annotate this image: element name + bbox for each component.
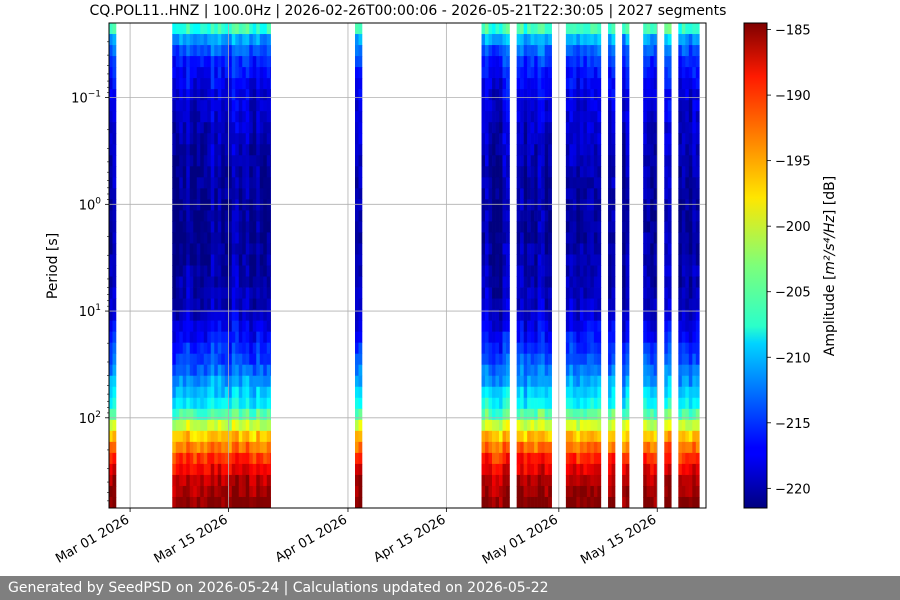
data-interval-8 [643,23,658,508]
colorbar-ticks: −185 −190 −195 −200 −205 −210 −215 −220 [767,24,811,497]
footer-bar: Generated by SeedPSD on 2026-05-24 | Cal… [0,576,900,600]
y-axis-label: Period [s] [45,233,61,299]
colorbar-tick-label-4: −205 [775,286,811,301]
footer-text: Generated by SeedPSD on 2026-05-24 | Cal… [8,580,549,596]
y-tick-label-2: 101 [79,303,101,320]
colorbar-gradient [743,22,768,509]
data-interval-3 [481,23,510,508]
data-interval-6 [608,23,616,508]
grid-lines [109,23,706,508]
x-tick-label-2: Apr 01 2026 [273,512,350,565]
data-interval-5 [565,23,602,508]
data-interval-7 [622,23,630,508]
colorbar-tick-label-2: −195 [775,155,811,170]
y-tick-label-1: 100 [79,196,102,213]
colorbar-tick-label-5: −210 [775,351,811,366]
colorbar-label-prefix: Amplitude [ [822,275,838,357]
colorbar-tick-label-1: −190 [775,89,811,104]
data-interval-0 [109,23,117,508]
x-tick-label-5: May 15 2026 [578,512,659,567]
data-interval-10 [678,23,700,508]
x-tick-label-0: Mar 01 2026 [53,512,132,566]
x-tick-label-1: Mar 15 2026 [152,512,231,566]
x-tick-label-3: Apr 15 2026 [371,512,448,565]
x-tick-label-4: May 01 2026 [480,512,561,567]
psd-data-columns [109,23,700,508]
colorbar-tick-label-3: −200 [775,220,811,235]
colorbar-label-suffix: ] [dB] [822,176,838,215]
data-interval-2 [355,23,363,508]
chart-title: CQ.POL11..HNZ | 100.0Hz | 2026-02-26T00:… [90,3,727,19]
data-interval-4 [516,23,552,508]
colorbar-label-units: m²/s⁴/Hz [822,214,838,274]
data-interval-9 [664,23,672,508]
y-tick-label-0: 10−1 [71,90,101,107]
colorbar-tick-label-0: −185 [775,24,811,39]
colorbar-tick-label-7: −220 [775,482,811,497]
data-interval-1 [172,23,271,508]
colorbar-label: Amplitude [m²/s⁴/Hz] [dB] [822,176,838,356]
y-axis: 10−1 100 101 102 [71,41,109,502]
plot-frame [108,22,707,509]
colorbar-tick-label-6: −215 [775,417,811,432]
y-tick-label-3: 102 [79,410,101,427]
x-axis: Mar 01 2026 Mar 15 2026 Apr 01 2026 Apr 15 … [53,508,659,568]
plot-area [108,22,707,509]
colorbar: −185 −190 −195 −200 −205 −210 −215 −220 Amplitu… [743,22,838,509]
